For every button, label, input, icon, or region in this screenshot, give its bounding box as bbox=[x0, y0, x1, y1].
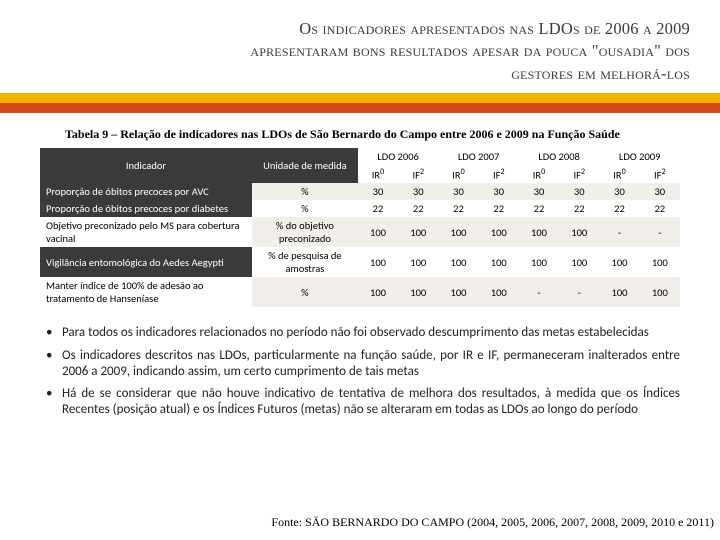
subcol-ir: IR0 bbox=[438, 165, 478, 184]
unit-cell: % de pesquisa de amostras bbox=[252, 247, 358, 277]
indicator-cell: Objetivo preconizado pelo MS para cobert… bbox=[40, 217, 252, 247]
value-cell: 30 bbox=[599, 183, 639, 200]
value-cell: 30 bbox=[438, 183, 478, 200]
indicator-cell: Manter índice de 100% de adesão ao trata… bbox=[40, 277, 252, 307]
title-line-2: apresentaram bons resultados apesar da p… bbox=[30, 40, 690, 62]
unit-cell: % bbox=[252, 277, 358, 307]
indicator-cell: Vigilância entomológica do Aedes Aegypti bbox=[40, 247, 252, 277]
bullet-item: Os indicadores descritos nas LDOs, parti… bbox=[40, 348, 680, 381]
stripe-block bbox=[0, 93, 720, 113]
table-caption: Tabela 9 – Relação de indicadores nas LD… bbox=[0, 113, 720, 148]
value-cell: 100 bbox=[358, 247, 398, 277]
title-block: Os indicadores apresentados nas LDOs de … bbox=[0, 0, 720, 93]
unit-cell: % bbox=[252, 200, 358, 217]
bullet-item: Há de se considerar que não houve indica… bbox=[40, 386, 680, 419]
value-cell: 100 bbox=[479, 217, 519, 247]
value-cell: 100 bbox=[599, 247, 639, 277]
value-cell: 22 bbox=[358, 200, 398, 217]
bullet-list: Para todos os indicadores relacionados n… bbox=[0, 307, 720, 418]
stripe-yellow bbox=[0, 93, 720, 103]
value-cell: 22 bbox=[479, 200, 519, 217]
value-cell: 100 bbox=[479, 247, 519, 277]
year-2006: LDO 2006 bbox=[358, 148, 439, 165]
value-cell: 100 bbox=[640, 247, 680, 277]
value-cell: 100 bbox=[398, 247, 438, 277]
value-cell: 22 bbox=[640, 200, 680, 217]
title-line-1: Os indicadores apresentados nas LDOs de … bbox=[30, 18, 690, 40]
value-cell: - bbox=[599, 217, 639, 247]
title-line-3: gestores em melhorá-los bbox=[30, 63, 690, 85]
col-unidade: Unidade de medida bbox=[252, 148, 358, 184]
subcol-if: IF2 bbox=[398, 165, 438, 184]
value-cell: 100 bbox=[438, 247, 478, 277]
value-cell: 100 bbox=[559, 217, 599, 247]
indicator-cell: Proporção de óbitos precoces por diabete… bbox=[40, 200, 252, 217]
value-cell: 22 bbox=[398, 200, 438, 217]
subcol-if: IF2 bbox=[479, 165, 519, 184]
value-cell: 100 bbox=[479, 277, 519, 307]
value-cell: 22 bbox=[599, 200, 639, 217]
value-cell: 100 bbox=[559, 247, 599, 277]
subcol-ir: IR0 bbox=[519, 165, 559, 184]
unit-cell: % do objetivo preconizado bbox=[252, 217, 358, 247]
value-cell: - bbox=[559, 277, 599, 307]
year-2008: LDO 2008 bbox=[519, 148, 600, 165]
value-cell: 100 bbox=[640, 277, 680, 307]
table-row: Vigilância entomológica do Aedes Aegypti… bbox=[40, 247, 680, 277]
value-cell: - bbox=[519, 277, 559, 307]
value-cell: 30 bbox=[358, 183, 398, 200]
col-indicador: Indicador bbox=[40, 148, 252, 184]
value-cell: 22 bbox=[519, 200, 559, 217]
value-cell: 100 bbox=[358, 217, 398, 247]
table-row: Proporção de óbitos precoces por AVC%303… bbox=[40, 183, 680, 200]
subcol-if: IF2 bbox=[640, 165, 680, 184]
value-cell: 100 bbox=[358, 277, 398, 307]
year-2007: LDO 2007 bbox=[438, 148, 519, 165]
table-row: Objetivo preconizado pelo MS para cobert… bbox=[40, 217, 680, 247]
table-row: Manter índice de 100% de adesão ao trata… bbox=[40, 277, 680, 307]
value-cell: 22 bbox=[559, 200, 599, 217]
value-cell: 100 bbox=[438, 217, 478, 247]
table-row: Proporção de óbitos precoces por diabete… bbox=[40, 200, 680, 217]
value-cell: 30 bbox=[398, 183, 438, 200]
value-cell: - bbox=[640, 217, 680, 247]
source-line: Fonte: SÃO BERNARDO DO CAMPO (2004, 2005… bbox=[271, 515, 714, 530]
value-cell: 30 bbox=[519, 183, 559, 200]
stripe-orange bbox=[0, 103, 720, 113]
value-cell: 22 bbox=[438, 200, 478, 217]
value-cell: 100 bbox=[519, 247, 559, 277]
value-cell: 100 bbox=[519, 217, 559, 247]
subcol-ir: IR0 bbox=[599, 165, 639, 184]
value-cell: 30 bbox=[640, 183, 680, 200]
unit-cell: % bbox=[252, 183, 358, 200]
value-cell: 100 bbox=[398, 277, 438, 307]
bullet-item: Para todos os indicadores relacionados n… bbox=[40, 325, 680, 341]
subcol-ir: IR0 bbox=[358, 165, 398, 184]
subcol-if: IF2 bbox=[559, 165, 599, 184]
value-cell: 100 bbox=[398, 217, 438, 247]
year-2009: LDO 2009 bbox=[599, 148, 680, 165]
indicator-table: Indicador Unidade de medida LDO 2006 LDO… bbox=[40, 148, 680, 308]
value-cell: 100 bbox=[438, 277, 478, 307]
value-cell: 30 bbox=[559, 183, 599, 200]
value-cell: 30 bbox=[479, 183, 519, 200]
value-cell: 100 bbox=[599, 277, 639, 307]
indicator-cell: Proporção de óbitos precoces por AVC bbox=[40, 183, 252, 200]
